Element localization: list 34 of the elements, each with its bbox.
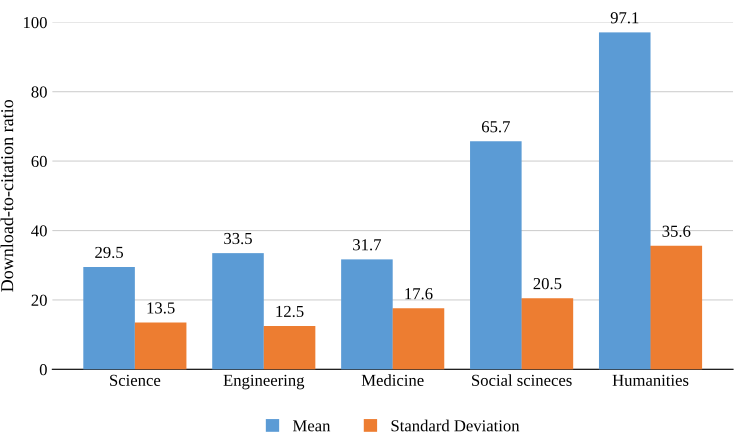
data-label: 13.5 bbox=[148, 302, 175, 314]
bar bbox=[83, 266, 135, 370]
bar bbox=[470, 141, 522, 370]
data-label: 29.5 bbox=[95, 246, 124, 258]
bar bbox=[650, 246, 702, 370]
bar bbox=[341, 259, 393, 370]
y-tick-label: 80 bbox=[31, 86, 47, 98]
data-label: 20.5 bbox=[534, 278, 562, 290]
data-label: 12.5 bbox=[276, 306, 304, 318]
data-label: 35.6 bbox=[662, 226, 690, 237]
data-label: 17.6 bbox=[405, 288, 433, 300]
bar bbox=[392, 308, 444, 370]
y-tick-label: 0 bbox=[40, 364, 47, 376]
x-tick-label: Medicine bbox=[362, 374, 424, 386]
data-label: 65.7 bbox=[482, 121, 510, 132]
x-tick-label: Social scineces bbox=[472, 374, 572, 386]
data-label: 97.1 bbox=[610, 12, 638, 24]
legend-label: Standard Deviation bbox=[392, 420, 520, 432]
y-tick-label: 20 bbox=[32, 294, 47, 306]
y-tick-label: 100 bbox=[24, 16, 47, 28]
bar bbox=[212, 253, 264, 370]
x-tick-label: Humanities bbox=[612, 374, 688, 386]
data-label: 31.7 bbox=[353, 239, 382, 250]
bar bbox=[598, 32, 651, 370]
x-tick-label: Science bbox=[110, 374, 160, 386]
legend-label: Mean bbox=[292, 420, 330, 432]
bar bbox=[522, 298, 574, 370]
bar bbox=[134, 322, 186, 370]
y-tick-label: 60 bbox=[32, 156, 47, 168]
y-axis-title: Download-to-citation ratio bbox=[0, 100, 14, 292]
x-tick-label: Engineering bbox=[224, 374, 304, 390]
data-label: 33.5 bbox=[224, 232, 252, 244]
bar bbox=[264, 326, 316, 370]
y-tick-label: 40 bbox=[31, 225, 47, 236]
